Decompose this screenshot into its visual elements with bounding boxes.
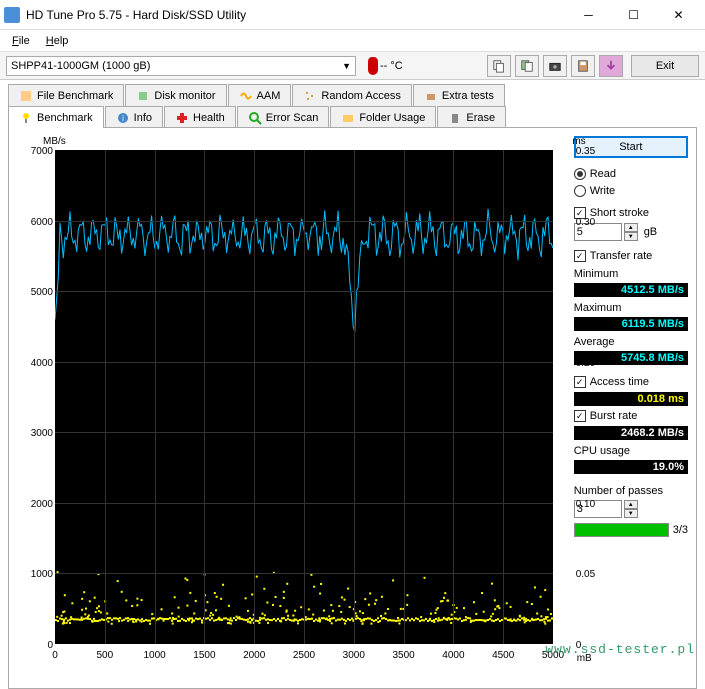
menubar: File Help (0, 30, 705, 52)
watermark: www.ssd-tester.pl (545, 642, 695, 657)
copy-text-button[interactable] (487, 55, 511, 77)
tab-aam[interactable]: AAM (228, 84, 292, 106)
tabs-row-1: File Benchmark Disk monitor AAM Random A… (0, 80, 705, 128)
tab-folder-usage[interactable]: Folder Usage (330, 106, 436, 128)
tab-extra-tests[interactable]: Extra tests (413, 84, 505, 106)
tab-random-access[interactable]: Random Access (292, 84, 411, 106)
tab-disk-monitor[interactable]: Disk monitor (125, 84, 226, 106)
menu-file[interactable]: File (4, 33, 38, 49)
y2-axis: 0.350.300.250.200.150.100.050 (574, 146, 604, 640)
stroke-down[interactable]: ▼ (624, 232, 638, 241)
tab-error-scan[interactable]: Error Scan (237, 106, 330, 128)
temperature-value: -- °C (380, 60, 403, 72)
window-title: HD Tune Pro 5.75 - Hard Disk/SSD Utility (26, 8, 566, 22)
passes-down[interactable]: ▼ (624, 509, 638, 518)
tab-health[interactable]: Health (164, 106, 236, 128)
titlebar: HD Tune Pro 5.75 - Hard Disk/SSD Utility… (0, 0, 705, 30)
save-button[interactable] (571, 55, 595, 77)
passes-progress (574, 523, 669, 537)
minimize-button[interactable]: ─ (566, 1, 611, 29)
y1-axis: 70006000500040003000200010000 (21, 146, 55, 640)
temperature-display: -- °C (368, 57, 403, 75)
benchmark-chart (55, 150, 553, 644)
device-select[interactable]: SHPP41-1000GM (1000 gB) ▼ (6, 56, 356, 76)
device-name: SHPP41-1000GM (1000 gB) (11, 60, 342, 72)
camera-button[interactable] (543, 55, 567, 77)
chart-area: MB/s ms 70006000500040003000200010000 0.… (17, 136, 574, 676)
toolbar: SHPP41-1000GM (1000 gB) ▼ -- °C Exit (0, 52, 705, 80)
short-stroke-unit: gB (644, 226, 657, 238)
download-button[interactable] (599, 55, 623, 77)
benchmark-panel: MB/s ms 70006000500040003000200010000 0.… (8, 127, 697, 689)
maximize-button[interactable]: ☐ (611, 1, 656, 29)
tab-info[interactable]: iInfo (105, 106, 163, 128)
tab-benchmark[interactable]: Benchmark (8, 106, 104, 128)
thermometer-icon (368, 57, 378, 75)
app-icon (4, 7, 20, 23)
tab-erase[interactable]: Erase (437, 106, 506, 128)
copy-screenshot-button[interactable] (515, 55, 539, 77)
stroke-up[interactable]: ▲ (624, 223, 638, 232)
tab-file-benchmark[interactable]: File Benchmark (8, 84, 124, 106)
menu-help[interactable]: Help (38, 33, 77, 49)
chevron-down-icon: ▼ (342, 61, 351, 71)
x-axis: 0500100015002000250030003500400045005000 (55, 650, 553, 664)
exit-button[interactable]: Exit (631, 55, 699, 77)
close-button[interactable]: ✕ (656, 1, 701, 29)
svg-text:i: i (122, 114, 124, 123)
passes-up[interactable]: ▲ (624, 500, 638, 509)
passes-progress-text: 3/3 (673, 524, 688, 536)
